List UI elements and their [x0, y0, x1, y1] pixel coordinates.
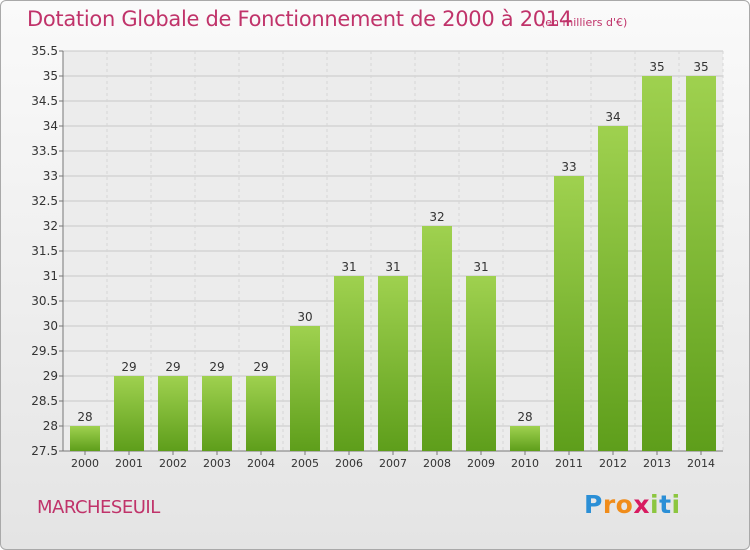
x-tick-label: 2008	[423, 457, 451, 470]
bar	[466, 276, 496, 451]
bar	[686, 76, 716, 451]
data-label: 34	[605, 110, 620, 124]
y-tick-label: 34	[43, 119, 58, 133]
bars	[70, 76, 716, 451]
x-tick-label: 2006	[335, 457, 363, 470]
data-label: 28	[77, 410, 92, 424]
labels: 27.5 28 28.5 29 29.5 30 30.5 31 31.5 32 32.5 33 33.5…	[31, 44, 715, 470]
x-tick-label: 2001	[115, 457, 143, 470]
bar	[378, 276, 408, 451]
data-label: 35	[649, 60, 664, 74]
data-label: 32	[429, 210, 444, 224]
data-label: 30	[297, 310, 312, 324]
commune-name: MARCHESEUIL	[37, 497, 160, 518]
logo-letter: t	[659, 490, 672, 519]
logo-letter: r	[602, 490, 616, 519]
y-tick-label: 30.5	[31, 294, 58, 308]
logo-letter: i	[671, 490, 681, 519]
y-tick-label: 33	[43, 169, 58, 183]
x-tick-label: 2004	[247, 457, 275, 470]
data-label: 29	[209, 360, 224, 374]
data-label: 31	[341, 260, 356, 274]
bar	[422, 226, 452, 451]
bar	[70, 426, 100, 451]
data-label: 29	[165, 360, 180, 374]
logo-letter: o	[615, 490, 634, 519]
bar	[202, 376, 232, 451]
data-label: 29	[121, 360, 136, 374]
y-tick-label: 31	[43, 269, 58, 283]
x-tick-label: 2000	[71, 457, 99, 470]
x-tick-label: 2007	[379, 457, 407, 470]
y-tick-label: 30	[43, 319, 58, 333]
x-tick-label: 2011	[555, 457, 583, 470]
data-label: 35	[693, 60, 708, 74]
y-tick-label: 31.5	[31, 244, 58, 258]
y-tick-label: 29	[43, 369, 58, 383]
y-tick-label: 27.5	[31, 444, 58, 458]
data-label: 31	[473, 260, 488, 274]
bar	[158, 376, 188, 451]
x-tick-label: 2002	[159, 457, 187, 470]
logo-letter: x	[633, 490, 650, 519]
chart-subtitle: (en milliers d'€)	[541, 16, 628, 29]
bar	[554, 176, 584, 451]
x-tick-label: 2013	[643, 457, 671, 470]
data-label: 29	[253, 360, 268, 374]
y-tick-label: 28.5	[31, 394, 58, 408]
bar	[246, 376, 276, 451]
chart-title: Dotation Globale de Fonctionnement de 20…	[27, 7, 572, 31]
y-tick-label: 35.5	[31, 44, 58, 58]
logo-letter: i	[650, 490, 660, 519]
y-tick-label: 34.5	[31, 94, 58, 108]
data-label: 31	[385, 260, 400, 274]
x-tick-label: 2005	[291, 457, 319, 470]
proxiti-logo[interactable]: Proxiti	[584, 490, 681, 519]
bar	[334, 276, 364, 451]
x-tick-label: 2012	[599, 457, 627, 470]
bar	[290, 326, 320, 451]
bar	[642, 76, 672, 451]
y-tick-label: 28	[43, 419, 58, 433]
x-tick-label: 2003	[203, 457, 231, 470]
y-tick-label: 29.5	[31, 344, 58, 358]
x-tick-label: 2014	[687, 457, 715, 470]
x-tick-label: 2010	[511, 457, 539, 470]
data-label: 28	[517, 410, 532, 424]
bar	[510, 426, 540, 451]
bar	[114, 376, 144, 451]
y-tick-label: 33.5	[31, 144, 58, 158]
y-tick-label: 35	[43, 69, 58, 83]
x-tick-label: 2009	[467, 457, 495, 470]
bar	[598, 126, 628, 451]
data-label: 33	[561, 160, 576, 174]
y-tick-label: 32	[43, 219, 58, 233]
logo-letter: P	[584, 490, 603, 519]
y-tick-label: 32.5	[31, 194, 58, 208]
